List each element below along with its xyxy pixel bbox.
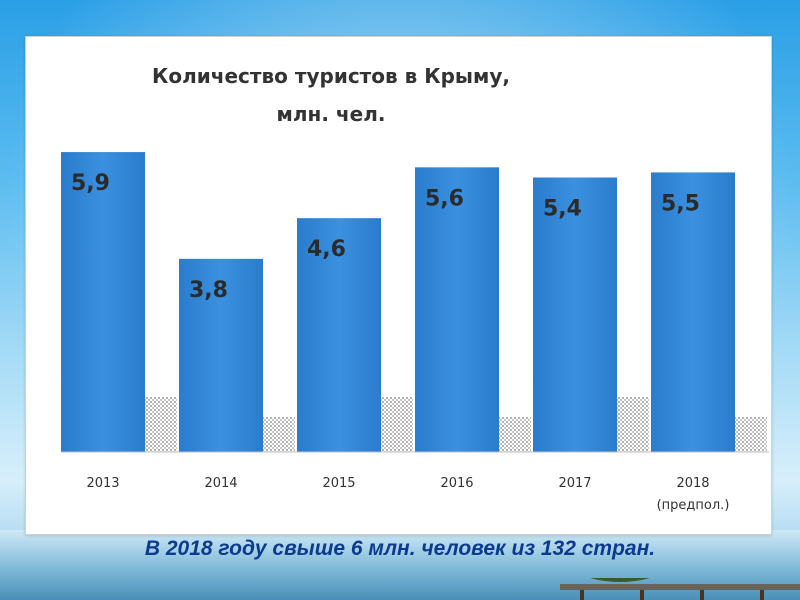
bar-shadow (379, 397, 413, 452)
x-tick-label-2014: 2014 (204, 476, 237, 491)
bar-shadow (497, 417, 531, 452)
bar-2013 (61, 152, 145, 452)
pier-decoration (560, 578, 800, 600)
data-label-2017: 5,4 (543, 197, 582, 222)
x-tick-label-2015: 2015 (322, 476, 355, 491)
bar-2016 (415, 167, 499, 453)
bar-chart: 5,9 3,8 4,6 5,6 5,4 5,5 2013 2014 2015 2016 2017 2… (61, 152, 769, 513)
x-tick-label-2013: 2013 (86, 476, 119, 491)
bar-shadow (261, 417, 295, 452)
x-tick-sublabel-2018: (предпол.) (657, 498, 730, 513)
bar-shadow (733, 417, 767, 452)
chart-title-line-2: млн. чел. (276, 102, 386, 126)
bar-2015 (297, 218, 381, 452)
chart-title: Количество туристов в Крыму, млн. чел. (26, 57, 636, 133)
data-label-2015: 4,6 (307, 237, 346, 262)
data-label-2016: 5,6 (425, 186, 464, 211)
chart-card: Количество туристов в Крыму, млн. чел. 5… (25, 36, 772, 535)
bar-2014 (179, 258, 263, 452)
x-tick-label-2017: 2017 (558, 476, 591, 491)
bar-shadow (615, 397, 649, 452)
data-label-2018: 5,5 (661, 191, 700, 216)
data-label-2014: 3,8 (189, 278, 228, 303)
bar-2017 (533, 177, 617, 452)
footer-caption: В 2018 году свыше 6 млн. человек из 132 … (144, 537, 656, 560)
x-tick-label-2018: 2018 (676, 476, 709, 491)
x-tick-label-2016: 2016 (440, 476, 473, 491)
chart-title-line-1: Количество туристов в Крыму, (152, 64, 510, 88)
data-label-2013: 5,9 (71, 171, 110, 196)
bar-2018 (651, 172, 735, 452)
bar-shadow (143, 397, 177, 452)
